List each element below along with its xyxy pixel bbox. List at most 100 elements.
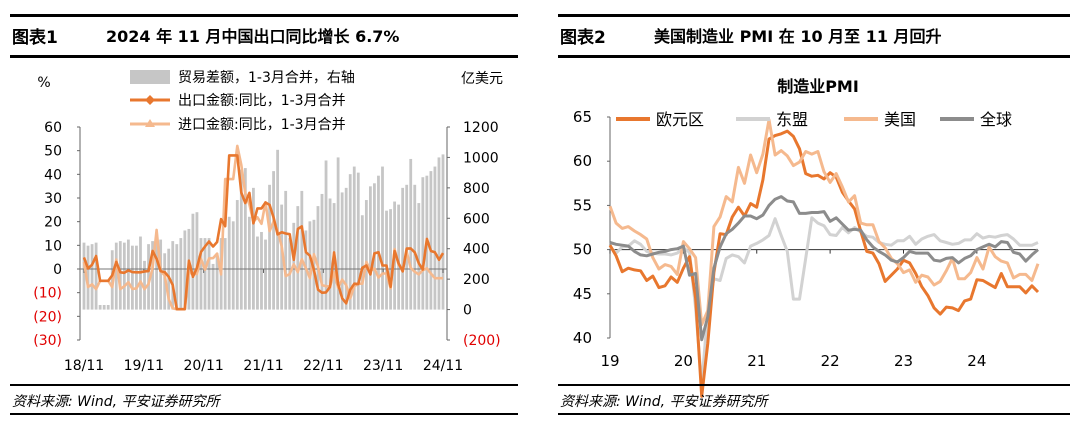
x-axis-label: 23 — [894, 352, 913, 370]
figure-2: 图表2 美国制造业 PMI 在 10 月至 11 月回升 65 60 55 50 45 4… — [548, 0, 1080, 432]
trade-balance-bar — [260, 231, 263, 310]
trade-balance-bar — [272, 171, 275, 310]
trade-balance-bar — [199, 238, 203, 310]
trade-balance-bar — [175, 244, 179, 310]
left-tick-label: (10) — [33, 286, 62, 302]
legend-label-import: 进口金额:同比，1-3月合并 — [178, 117, 346, 133]
legend-swatch-trade-balance — [130, 70, 170, 84]
import-yoy-line — [82, 144, 443, 311]
trade-balance-bar — [151, 241, 154, 310]
series-line-us — [608, 118, 1040, 327]
trade-balance-bar — [215, 253, 219, 310]
trade-balance-bar — [231, 221, 235, 310]
trade-balance-bar — [324, 160, 328, 310]
trade-balance-bar — [191, 213, 195, 310]
x-axis-label: 18/11 — [64, 358, 104, 374]
chart-title: 制造业PMI — [777, 77, 859, 96]
x-axis-label: 24 — [967, 352, 986, 370]
trade-balance-bar — [239, 169, 243, 310]
left-tick-label: 30 — [44, 191, 62, 207]
trade-balance-bar — [159, 239, 163, 310]
legend-marker-export — [145, 95, 155, 105]
y-tick-label: 50 — [573, 241, 592, 259]
trade-balance-bar — [308, 221, 312, 310]
legend-label-export: 出口金额:同比，1-3月合并 — [178, 93, 346, 109]
trade-balance-bar — [328, 198, 332, 310]
trade-balance-bar — [300, 190, 304, 310]
x-axis-label: 22 — [821, 352, 840, 370]
trade-balance-bar — [389, 209, 392, 310]
trade-balance-bar — [429, 171, 433, 310]
trade-balance-bar — [179, 238, 183, 310]
right-tick-label: 0 — [463, 303, 472, 319]
figure-1: 图表1 2024 年 11 月中国出口同比增长 6.7% 60 50 40 30 20 1… — [0, 0, 528, 432]
legend-label-trade-balance: 贸易差额，1-3月合并，右轴 — [178, 70, 355, 86]
trade-balance-bar — [264, 239, 267, 310]
trade-balance-bar — [155, 239, 159, 310]
trade-balance-bar — [344, 187, 348, 310]
legend-marker-import — [145, 119, 155, 127]
trade-balance-bar — [183, 230, 187, 310]
legend-label-euro: 欧元区 — [656, 110, 704, 129]
trade-balance-bar — [360, 215, 364, 310]
trade-balance-bar — [316, 206, 320, 310]
figure-2-source-bar: 资料来源: Wind, 平安证券研究所 — [558, 384, 1070, 415]
figure-1-source: 资料来源: Wind, 平安证券研究所 — [12, 394, 220, 410]
trade-balance-bar — [340, 192, 344, 310]
trade-balance-bar — [143, 260, 146, 310]
x-axis-label: 24/11 — [423, 358, 463, 374]
trade-balance-bar — [437, 157, 441, 310]
trade-balance-bar — [401, 187, 405, 310]
trade-balance-bar — [368, 186, 372, 310]
trade-balance-bar — [433, 166, 437, 310]
right-tick-label: 200 — [463, 272, 490, 288]
trade-balance-bar — [280, 204, 284, 310]
left-tick-label: 50 — [44, 144, 62, 160]
trade-balance-bar — [373, 183, 376, 310]
figure-1-title-bar: 图表1 2024 年 11 月中国出口同比增长 6.7% — [10, 14, 518, 58]
left-tick-label: 0 — [53, 262, 62, 278]
trade-balance-bar — [106, 305, 110, 310]
trade-balance-bar — [223, 238, 227, 310]
trade-balance-bar — [203, 238, 207, 310]
right-tick-label: 1200 — [463, 120, 499, 136]
trade-balance-bar — [421, 177, 425, 310]
trade-balance-bar — [312, 219, 316, 310]
trade-balance-bar — [98, 305, 102, 310]
trade-balance-bar — [320, 193, 324, 310]
right-tick-label: 1000 — [463, 150, 499, 166]
trade-balance-bar — [381, 166, 384, 310]
export-yoy-line — [82, 154, 445, 311]
trade-balance-bar — [268, 184, 271, 310]
left-tick-label: (20) — [33, 309, 62, 325]
left-tick-label: 20 — [44, 215, 62, 231]
y-tick-label: 55 — [573, 196, 592, 214]
trade-balance-bar — [252, 187, 255, 310]
x-axis-label: 20 — [674, 352, 693, 370]
trade-balance-bar — [417, 203, 421, 310]
trade-balance-bar — [352, 166, 356, 310]
series-line-global — [609, 195, 1039, 342]
trade-balance-bar — [405, 184, 409, 310]
y-tick-label: 65 — [573, 108, 592, 126]
legend-label-asean: 东盟 — [776, 110, 808, 129]
y-tick-label: 45 — [573, 285, 592, 303]
figure-2-number: 图表2 — [560, 28, 606, 48]
trade-balance-bar — [147, 244, 150, 310]
trade-balance-bar — [171, 241, 175, 310]
left-tick-label: (30) — [33, 333, 62, 349]
trade-balance-bar — [441, 154, 445, 310]
trade-chart: 60 50 40 30 20 10 0 (10) (20) (30) 1200 1000 800 600 4… — [33, 70, 503, 374]
legend-label-global: 全球 — [980, 110, 1012, 129]
trade-balance-bar — [102, 305, 106, 310]
trade-balance-bar — [243, 168, 247, 310]
right-tick-label: 400 — [463, 242, 490, 258]
trade-balance-bar — [247, 216, 251, 310]
right-tick-label: (200) — [463, 333, 501, 349]
left-tick-label: 40 — [44, 167, 62, 183]
trade-balance-bar — [195, 212, 199, 310]
figure-1-source-bar: 资料来源: Wind, 平安证券研究所 — [10, 384, 518, 415]
trade-balance-bar — [86, 245, 90, 310]
trade-balance-bar — [296, 206, 300, 310]
figure-1-title: 2024 年 11 月中国出口同比增长 6.7% — [106, 27, 400, 46]
